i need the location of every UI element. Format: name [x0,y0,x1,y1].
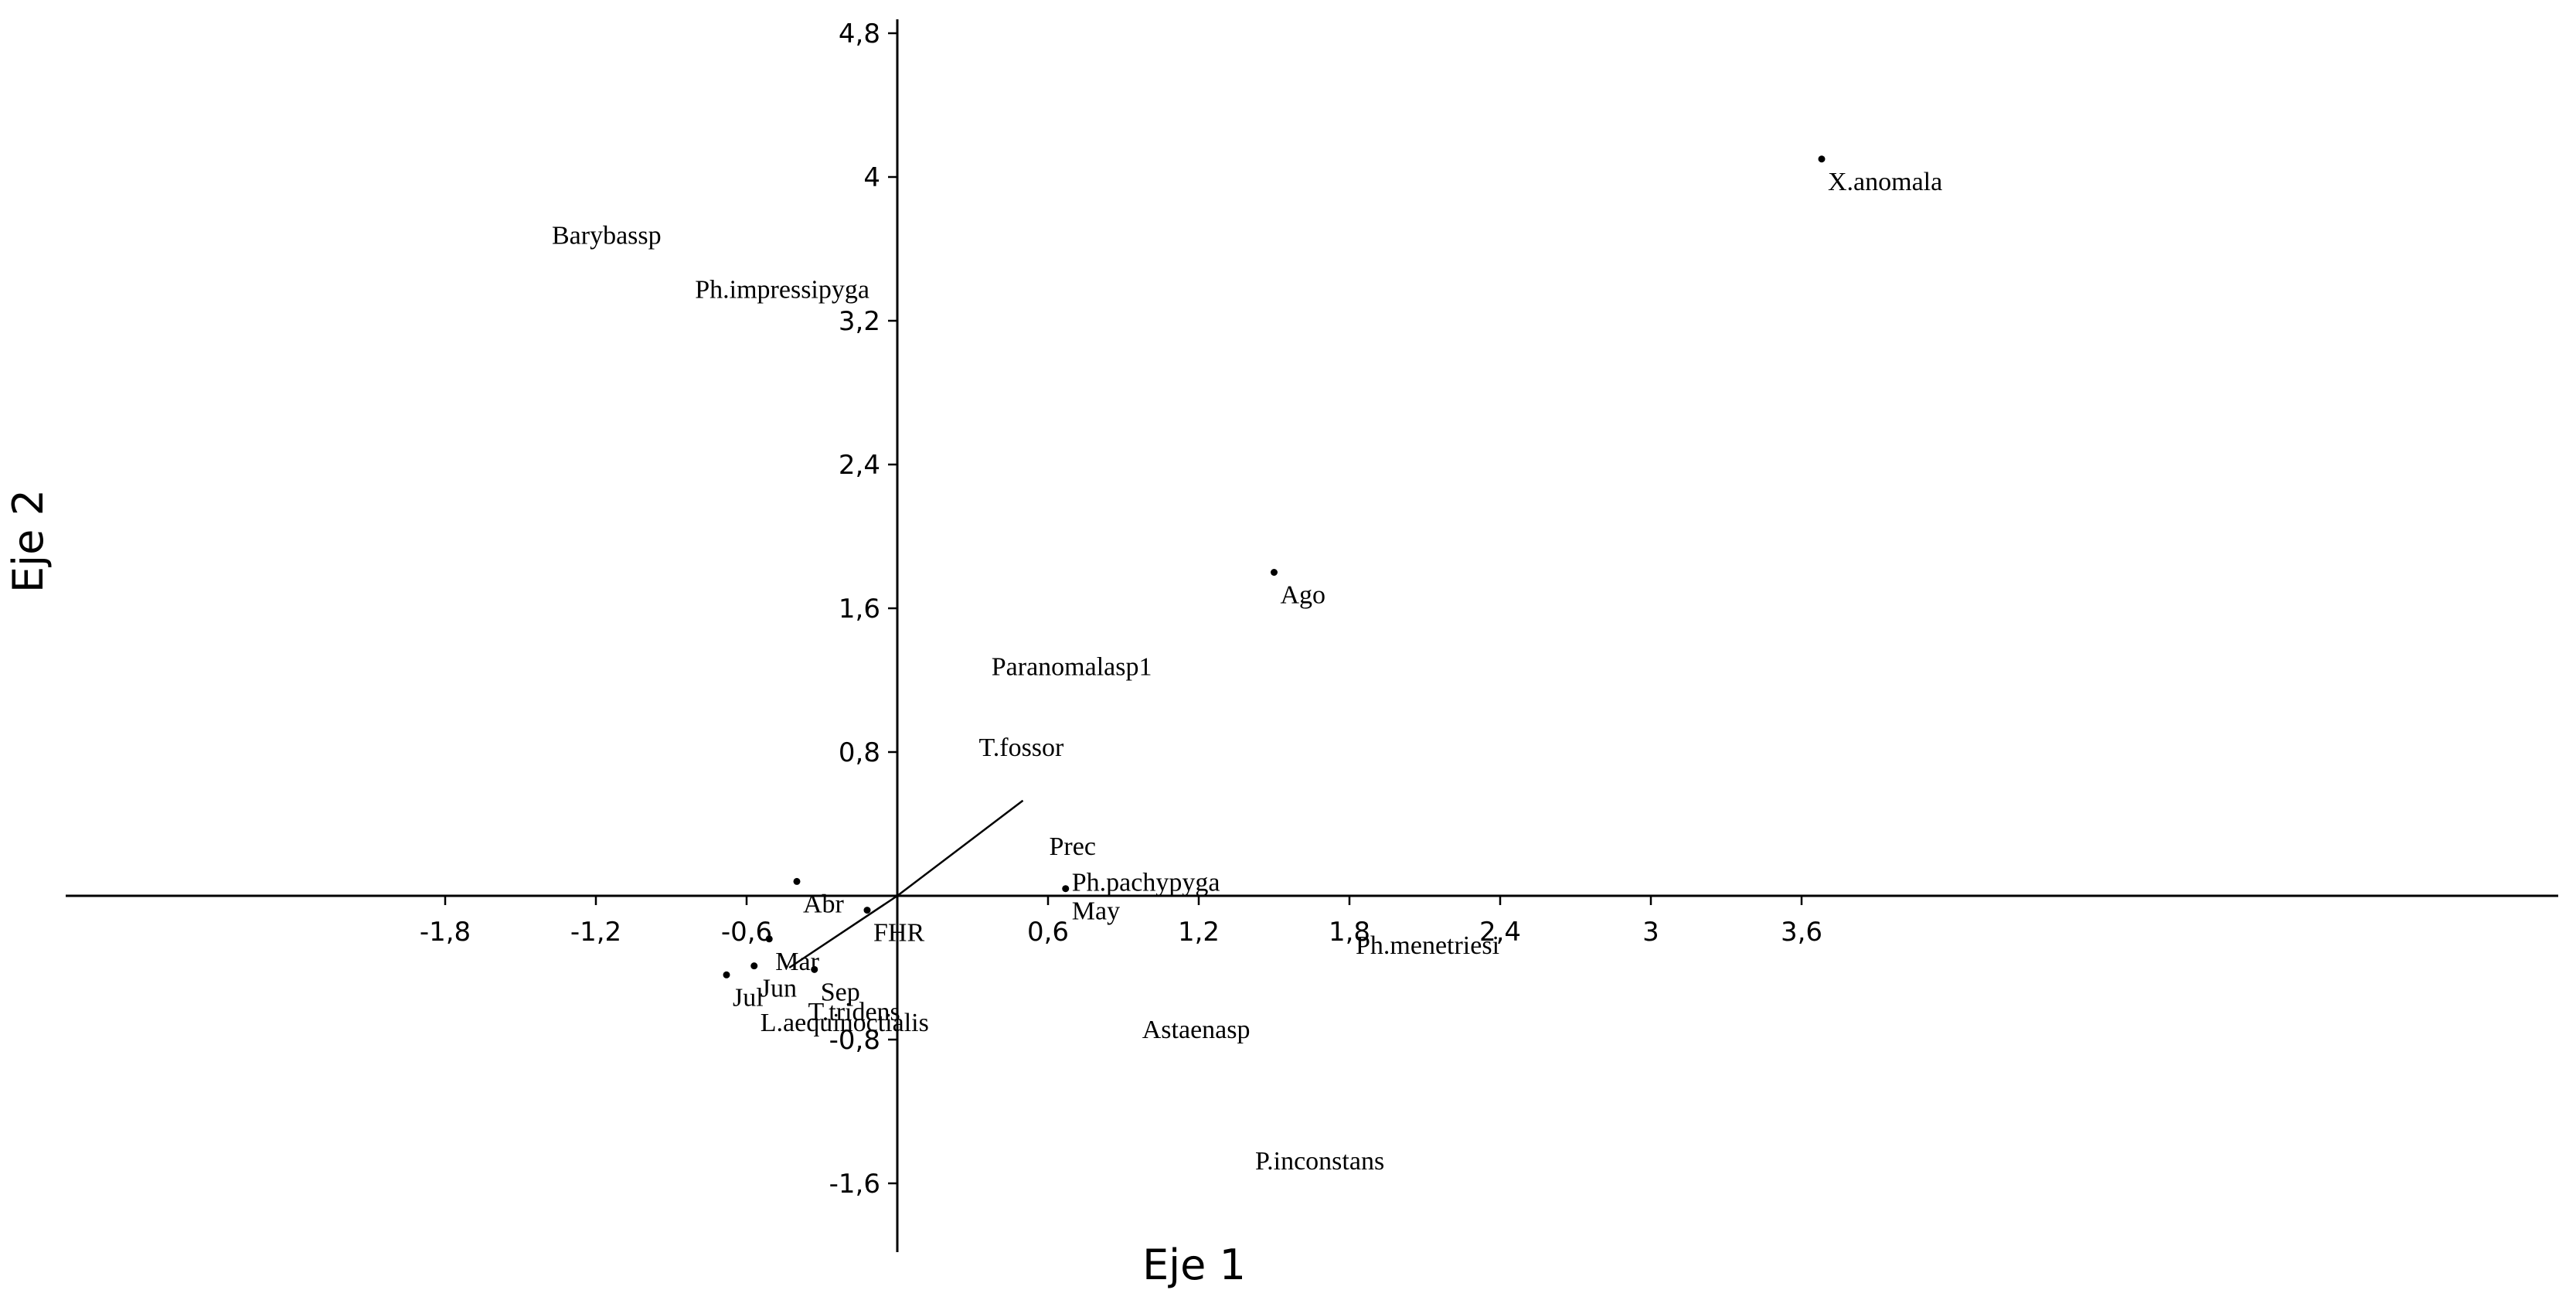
y-tick-label: 2,4 [839,450,880,481]
x-tick-label: -0,6 [721,917,772,948]
vector-line [897,799,1024,897]
point-label: Paranomalasp1 [992,653,1152,682]
point-label: Jun [761,975,797,1003]
y-tick-label: 4,8 [839,19,880,49]
point-label: Ago [1281,581,1326,610]
point-marker [863,907,871,914]
env-vectors [788,799,1024,969]
y-tick-label: -0,8 [829,1025,880,1056]
y-tick-label: 4 [863,162,880,193]
point-label: Prec [1050,832,1096,861]
x-tick-label: 1,8 [1329,917,1370,948]
point-marker [1062,885,1070,893]
point-label: T.fossor [979,733,1065,762]
point-label: Sep [821,978,860,1006]
point-label: Barybassp [552,222,662,250]
point-label: T.tridens [808,998,900,1026]
x-tick-label: -1,8 [420,917,471,948]
y-tick-label: 1,6 [839,594,880,625]
point-label: Ph.pachypyga [1072,869,1220,897]
point-marker [793,877,801,885]
x-ticks: -1,8 -1,2 -0,6 0,6 1,2 1,8 2,4 3 3,6 [420,896,1822,948]
point-marker [811,965,818,973]
vector-line [788,894,898,969]
x-tick-label: 2,4 [1479,917,1521,948]
x-tick-label: 3 [1642,917,1659,948]
point-label: Astaenasp [1142,1016,1251,1044]
point-label: L.aequinoctialis [761,1009,929,1037]
x-tick-label: 1,2 [1178,917,1220,948]
point-label: Jul [733,983,764,1012]
point-label: Ph.impressipyga [695,275,869,304]
axes [66,19,2558,1252]
point-marker [1271,569,1278,576]
x-tick-label: -1,2 [570,917,621,948]
point-marker [765,935,773,943]
point-label: May [1072,897,1120,926]
y-ticks: -1,6 -0,8 0,8 1,6 2,4 3,2 4 4,8 [829,19,897,1200]
point-label: Ph.menetriesi [1356,931,1499,960]
point-marker [750,962,758,970]
point-label: X.anomala [1828,168,1942,196]
point-label: FHR [873,919,924,948]
point-label: P.inconstans [1255,1147,1384,1176]
point-marker [723,971,730,979]
y-axis-title: Eje 2 [4,489,53,593]
x-tick-label: 3,6 [1781,917,1822,948]
point-marker [1818,155,1826,163]
x-tick-label: 0,6 [1027,917,1069,948]
y-tick-label: 3,2 [839,306,880,337]
point-label: Abr [803,890,845,918]
y-tick-label: -1,6 [829,1169,880,1200]
x-axis-title: Eje 1 [1142,1241,1246,1289]
y-tick-label: 0,8 [839,737,880,768]
